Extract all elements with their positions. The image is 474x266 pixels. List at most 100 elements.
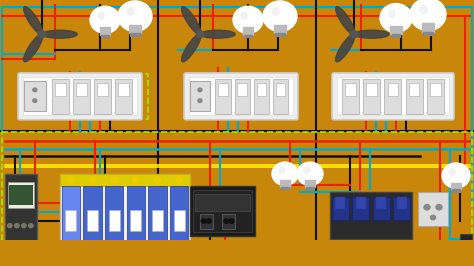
Ellipse shape xyxy=(279,167,284,173)
Ellipse shape xyxy=(354,30,389,38)
Bar xyxy=(430,84,441,96)
Circle shape xyxy=(233,6,263,33)
Bar xyxy=(101,35,109,38)
Bar xyxy=(235,79,250,114)
Bar xyxy=(60,174,190,186)
Ellipse shape xyxy=(200,30,235,38)
Circle shape xyxy=(176,177,182,183)
Ellipse shape xyxy=(304,167,310,173)
Circle shape xyxy=(229,219,234,223)
Bar xyxy=(366,84,377,96)
Circle shape xyxy=(272,162,298,185)
Ellipse shape xyxy=(450,169,456,175)
Bar xyxy=(363,79,380,114)
Bar xyxy=(388,84,398,96)
Bar xyxy=(23,77,137,115)
Bar xyxy=(94,79,111,114)
Circle shape xyxy=(206,219,211,223)
Ellipse shape xyxy=(336,7,355,34)
Bar xyxy=(376,197,386,209)
Bar xyxy=(130,33,140,36)
Bar xyxy=(460,234,472,259)
Bar xyxy=(254,79,269,114)
Bar xyxy=(129,25,141,33)
Bar xyxy=(282,187,289,189)
Bar xyxy=(352,197,369,220)
Ellipse shape xyxy=(182,34,201,62)
Bar xyxy=(391,26,401,34)
Bar xyxy=(452,189,460,192)
Bar xyxy=(422,23,434,32)
Bar xyxy=(73,79,90,114)
Circle shape xyxy=(29,224,33,228)
Bar xyxy=(305,180,315,187)
Circle shape xyxy=(201,219,206,223)
Bar xyxy=(384,79,401,114)
Circle shape xyxy=(15,224,19,228)
Bar xyxy=(281,180,290,187)
Bar xyxy=(9,185,33,205)
Bar xyxy=(342,79,359,114)
FancyBboxPatch shape xyxy=(332,73,454,120)
Circle shape xyxy=(424,205,430,210)
Bar xyxy=(60,174,190,255)
Bar xyxy=(118,84,129,96)
Bar xyxy=(243,27,253,35)
Circle shape xyxy=(224,219,229,223)
Bar xyxy=(87,210,98,231)
Ellipse shape xyxy=(42,30,77,38)
Bar xyxy=(190,81,210,111)
Circle shape xyxy=(350,31,358,38)
Bar xyxy=(256,84,266,96)
Bar xyxy=(195,194,250,211)
Bar xyxy=(196,74,296,119)
Circle shape xyxy=(133,177,139,183)
Bar xyxy=(219,84,228,96)
Bar xyxy=(306,187,314,189)
Bar xyxy=(109,210,119,231)
Bar xyxy=(76,84,87,96)
Bar xyxy=(52,79,69,114)
Circle shape xyxy=(8,224,12,228)
Circle shape xyxy=(154,246,161,252)
Ellipse shape xyxy=(336,34,355,62)
Bar xyxy=(65,210,76,231)
Ellipse shape xyxy=(98,13,104,19)
Bar xyxy=(397,197,407,209)
Bar xyxy=(275,33,285,36)
Bar xyxy=(60,243,190,255)
Bar xyxy=(83,186,101,243)
Bar xyxy=(392,34,401,37)
Circle shape xyxy=(442,163,470,188)
Circle shape xyxy=(380,4,412,32)
Bar xyxy=(105,186,123,243)
Circle shape xyxy=(430,215,436,220)
Bar xyxy=(190,186,255,236)
Circle shape xyxy=(133,246,139,252)
Bar xyxy=(237,84,247,96)
Bar xyxy=(222,214,236,228)
Bar xyxy=(332,197,349,220)
Ellipse shape xyxy=(420,6,427,14)
Ellipse shape xyxy=(273,8,279,15)
Bar xyxy=(170,186,188,243)
Circle shape xyxy=(89,177,96,183)
Circle shape xyxy=(38,31,46,38)
Bar xyxy=(193,190,252,232)
Bar xyxy=(8,182,34,208)
Circle shape xyxy=(263,1,297,31)
Circle shape xyxy=(68,177,74,183)
Ellipse shape xyxy=(24,34,43,62)
Circle shape xyxy=(118,1,152,31)
Bar xyxy=(330,192,412,239)
Bar xyxy=(423,32,433,35)
Bar xyxy=(451,182,461,189)
Bar xyxy=(189,77,293,115)
Bar xyxy=(356,197,366,209)
Bar xyxy=(230,243,238,247)
Bar xyxy=(273,79,288,114)
Circle shape xyxy=(436,205,442,210)
Bar xyxy=(244,35,252,38)
Bar xyxy=(5,174,37,246)
Bar xyxy=(202,243,211,247)
